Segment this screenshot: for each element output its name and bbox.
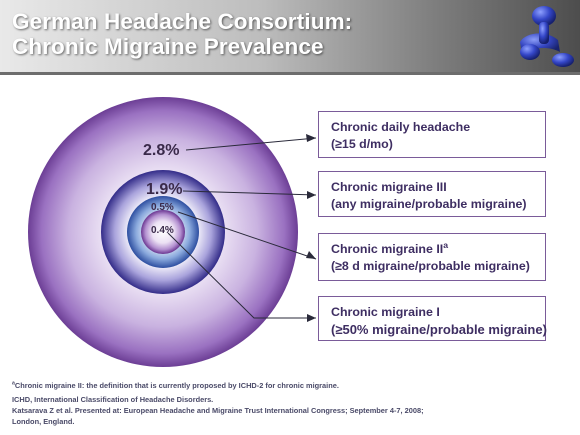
slide-header: German Headache Consortium: Chronic Migr… bbox=[0, 0, 580, 75]
arrowhead-2 bbox=[307, 191, 316, 199]
value-chronic-migraine-i: 0.4% bbox=[151, 225, 174, 236]
connector-line-3 bbox=[177, 211, 317, 260]
arrowhead-1 bbox=[306, 134, 316, 142]
value-chronic-daily-headache: 2.8% bbox=[143, 142, 180, 159]
label-box-chronic-migraine-i: Chronic migraine I (≥50% migraine/probab… bbox=[318, 296, 547, 341]
value-chronic-migraine-iii: 1.9% bbox=[146, 181, 183, 198]
label-definition: (any migraine/probable migraine) bbox=[331, 197, 527, 211]
footnote: aChronic migraine II: the definition tha… bbox=[12, 380, 568, 391]
arrowhead-4 bbox=[307, 314, 316, 322]
connector-line-4 bbox=[167, 232, 316, 319]
value-chronic-migraine-ii: 0.5% bbox=[151, 202, 174, 213]
reference-line-2: London, England. bbox=[12, 417, 75, 426]
title-line-1: German Headache Consortium: bbox=[12, 9, 353, 34]
label-box-chronic-migraine-iii: Chronic migraine III (any migraine/proba… bbox=[318, 171, 546, 217]
footnote-marker: a bbox=[443, 239, 449, 250]
abbreviation-note: ICHD, International Classification of He… bbox=[12, 395, 214, 404]
label-box-chronic-migraine-ii: Chronic migraine IIa (≥8 d migraine/prob… bbox=[318, 233, 546, 281]
connector-line-2 bbox=[182, 190, 317, 196]
label-title: Chronic migraine IIa bbox=[331, 241, 545, 258]
footnote-text: Chronic migraine II: the definition that… bbox=[14, 381, 339, 390]
connector-line-1 bbox=[185, 137, 317, 151]
title-line-2: Chronic Migraine Prevalence bbox=[12, 34, 324, 59]
label-title-text: Chronic migraine II bbox=[331, 242, 444, 256]
arrowhead-3 bbox=[306, 251, 316, 259]
label-definition: (≥15 d/mo) bbox=[331, 137, 393, 151]
label-title: Chronic daily headache bbox=[331, 120, 471, 134]
label-definition: (≥50% migraine/probable migraine) bbox=[331, 322, 547, 337]
receptor-molecule-icon bbox=[520, 6, 574, 67]
ring-chronic-migraine-i bbox=[141, 210, 185, 254]
footnote-marker: a bbox=[12, 380, 15, 387]
label-title: Chronic migraine I bbox=[331, 305, 440, 319]
label-title: Chronic migraine III bbox=[331, 180, 447, 194]
reference-line-1: Katsarava Z et al. Presented at: Europea… bbox=[12, 406, 424, 415]
label-definition: (≥8 d migraine/probable migraine) bbox=[331, 259, 530, 273]
slide-title: German Headache Consortium: Chronic Migr… bbox=[12, 9, 352, 59]
label-box-chronic-daily-headache: Chronic daily headache (≥15 d/mo) bbox=[318, 111, 546, 158]
slide-footer: aChronic migraine II: the definition tha… bbox=[12, 380, 568, 427]
